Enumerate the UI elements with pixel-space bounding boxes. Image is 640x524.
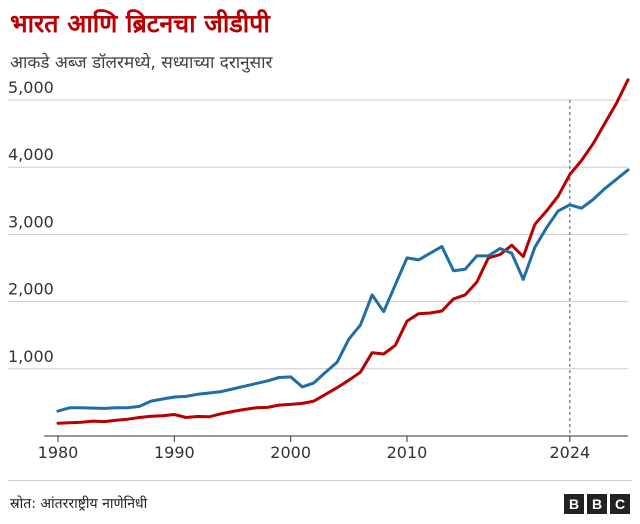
chart-subtitle: आकडे अब्ज डॉलरमध्ये, सध्याच्या दरानुसार <box>10 53 273 73</box>
y-tick-label: 2,000 <box>8 280 54 299</box>
chart-title: भारत आणि ब्रिटनचा जीडीपी <box>10 9 270 38</box>
x-tick-label: 2000 <box>270 443 311 462</box>
x-tick-label: 2010 <box>387 443 428 462</box>
series-line-uk <box>56 168 630 413</box>
x-tick-label: 1980 <box>38 443 79 462</box>
source-note: स्रोत: आंतरराष्ट्रीय नाणेनिधी <box>10 496 148 512</box>
bbc-logo: B B C <box>564 494 630 514</box>
logo-letter: C <box>610 494 630 514</box>
logo-letter: B <box>587 494 607 514</box>
y-tick-label: 1,000 <box>8 347 54 366</box>
y-tick-label: 4,000 <box>8 145 54 164</box>
x-tick-label: 2024 <box>549 443 590 462</box>
logo-letter: B <box>564 494 584 514</box>
x-tick-label: 1990 <box>154 443 195 462</box>
y-tick-label: 3,000 <box>8 212 54 231</box>
series-line-india <box>56 78 630 425</box>
footer-divider <box>8 480 632 481</box>
y-tick-label: 5,000 <box>8 78 54 97</box>
